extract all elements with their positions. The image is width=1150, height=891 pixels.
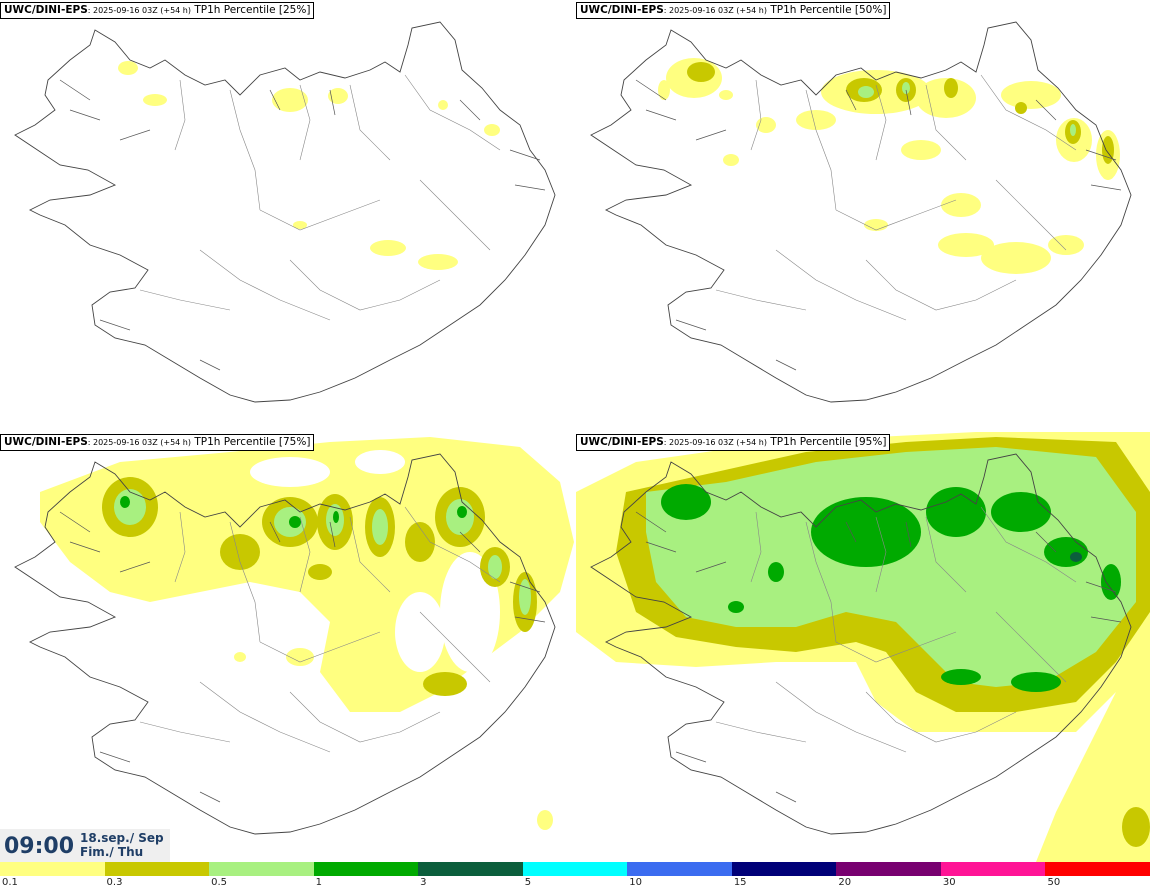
precip-deep-green bbox=[1070, 552, 1082, 562]
product-name: TP1h Percentile [75%] bbox=[190, 436, 311, 448]
colorbar-segment bbox=[627, 862, 732, 876]
precip-dark-green bbox=[661, 484, 1121, 692]
colorbar-segment bbox=[104, 862, 210, 876]
colorbar-segment bbox=[418, 862, 523, 876]
run-time: : 2025-09-16 03Z (+54 h) bbox=[87, 438, 191, 447]
panel-title: UWC/DINI-EPS: 2025-09-16 03Z (+54 h) TP1… bbox=[576, 2, 891, 19]
precip-map-p95 bbox=[576, 432, 1150, 862]
colorbar-segment bbox=[0, 862, 105, 876]
colorbar-tick-label: 20 bbox=[838, 877, 852, 888]
panel-title: UWC/DINI-EPS: 2025-09-16 03Z (+54 h) TP1… bbox=[576, 434, 891, 451]
model-name: UWC/DINI-EPS bbox=[580, 4, 664, 16]
precip-yellow bbox=[658, 58, 1120, 274]
model-name: UWC/DINI-EPS bbox=[4, 4, 88, 16]
precip-map-p75 bbox=[14, 437, 574, 835]
colorbar-tick-label: 30 bbox=[942, 877, 956, 888]
panel-title: UWC/DINI-EPS: 2025-09-16 03Z (+54 h) TP1… bbox=[0, 2, 315, 19]
colorbar-tick-label: 0.5 bbox=[211, 877, 227, 888]
colorbar-tick-label: 1 bbox=[315, 877, 322, 888]
valid-date-line1: 18.sep./ Sep bbox=[80, 831, 164, 845]
run-time: : 2025-09-16 03Z (+54 h) bbox=[87, 6, 191, 15]
colorbar-tick-label: 0.3 bbox=[106, 877, 123, 888]
precip-map-p50 bbox=[590, 21, 1132, 403]
product-name: TP1h Percentile [95%] bbox=[766, 436, 887, 448]
colorbar-segment bbox=[209, 862, 314, 876]
valid-time-box: 09:00 18.sep./ Sep Fim./ Thu bbox=[0, 829, 170, 862]
valid-date-line2: Fim./ Thu bbox=[80, 845, 144, 859]
colorbar-legend bbox=[0, 862, 1150, 876]
precip-green bbox=[858, 82, 1076, 136]
precip-map-p25 bbox=[14, 21, 556, 403]
run-time: : 2025-09-16 03Z (+54 h) bbox=[663, 438, 767, 447]
run-time: : 2025-09-16 03Z (+54 h) bbox=[663, 6, 767, 15]
colorbar-segment bbox=[731, 862, 837, 876]
colorbar-tick-label: 15 bbox=[733, 877, 747, 888]
clear-gaps bbox=[250, 450, 500, 672]
colorbar-segment bbox=[836, 862, 941, 876]
panel-title: UWC/DINI-EPS: 2025-09-16 03Z (+54 h) TP1… bbox=[0, 434, 315, 451]
colorbar-tick-label: 0.1 bbox=[2, 877, 18, 888]
colorbar-segment bbox=[313, 862, 419, 876]
colorbar-tick-label: 10 bbox=[629, 877, 642, 888]
model-name: UWC/DINI-EPS bbox=[580, 436, 664, 448]
valid-time: 09:00 bbox=[4, 834, 75, 859]
colorbar-tick-label: 5 bbox=[524, 877, 532, 888]
colorbar-ticks: 0.1 0.3 0.5 1 3 5 10 15 20 30 50 bbox=[0, 876, 1150, 891]
map-panel-p95: UWC/DINI-EPS: 2025-09-16 03Z (+54 h) TP1… bbox=[576, 432, 1150, 862]
product-name: TP1h Percentile [50%] bbox=[766, 4, 887, 16]
colorbar-tick-label: 50 bbox=[1047, 877, 1061, 888]
land-outline bbox=[14, 21, 556, 403]
model-name: UWC/DINI-EPS bbox=[4, 436, 88, 448]
map-panel-p75: UWC/DINI-EPS: 2025-09-16 03Z (+54 h) TP1… bbox=[0, 432, 574, 862]
colorbar-segment bbox=[1045, 862, 1150, 876]
colorbar-segment bbox=[940, 862, 1046, 876]
map-panel-p50: UWC/DINI-EPS: 2025-09-16 03Z (+54 h) TP1… bbox=[576, 0, 1150, 430]
precip-dark-green bbox=[120, 496, 467, 528]
product-name: TP1h Percentile [25%] bbox=[190, 4, 311, 16]
colorbar-segment bbox=[522, 862, 628, 876]
colorbar-tick-label: 3 bbox=[420, 877, 427, 888]
precip-yellow bbox=[118, 61, 500, 270]
map-panel-p25: UWC/DINI-EPS: 2025-09-16 03Z (+54 h) TP1… bbox=[0, 0, 574, 430]
